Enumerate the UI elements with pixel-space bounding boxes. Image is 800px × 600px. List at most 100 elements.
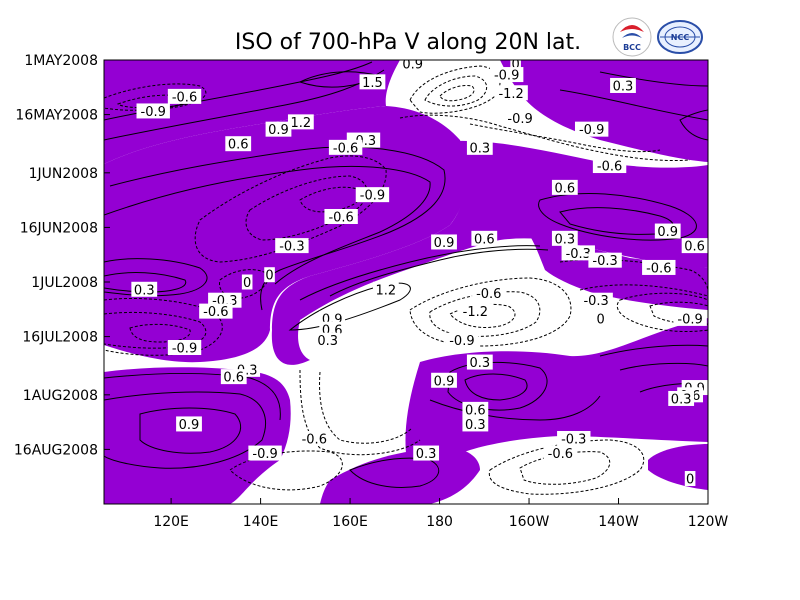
positive-region — [320, 447, 480, 504]
contour-label-bg — [592, 158, 627, 174]
contour-label-text: 0.9 — [434, 236, 455, 251]
contour-label-text: -0.3 — [583, 294, 608, 309]
contour-dashed — [104, 83, 207, 111]
contour-label: 1.5 — [359, 74, 386, 91]
contour-dashed — [616, 292, 708, 333]
contour-label: 0.9 — [176, 416, 202, 433]
contour-label: -0.9 — [673, 310, 707, 327]
contour-label-text: -0.9 — [579, 123, 604, 138]
contour-label: 0.9 — [431, 372, 457, 389]
contour-label: -0.9 — [445, 332, 479, 349]
bcc-logo: BCC — [612, 17, 652, 57]
contour-label: 0 — [684, 471, 696, 488]
contour-label-text: -0.9 — [141, 105, 166, 120]
contour-label-text: 0.3 — [671, 392, 692, 407]
contour-solid — [464, 373, 528, 401]
positive-region — [104, 106, 467, 363]
contour-label: -0.9 — [248, 445, 282, 462]
contour-label-bg — [462, 401, 489, 417]
contour-label-text: -0.9 — [252, 447, 277, 462]
contour-label-text: 0.3 — [554, 232, 575, 247]
contour-label: -0.6 — [642, 259, 676, 276]
contour-label-text: 0.3 — [469, 141, 490, 156]
contour-label: -1.2 — [494, 85, 528, 102]
contour-label-bg — [503, 110, 537, 126]
contour-label-bg — [551, 230, 578, 246]
x-axis: 120E 140E 160E 180 160W 140W 120W — [153, 498, 728, 530]
contour-solid — [104, 165, 431, 285]
contour-label: -0.3 — [275, 238, 309, 255]
contour-dashed — [469, 123, 661, 153]
contour-solid — [299, 245, 541, 301]
contour-solid — [619, 362, 708, 371]
contour-label: 1.2 — [287, 114, 314, 131]
contour-label-bg — [431, 372, 457, 388]
contour-label-text: 0.6 — [474, 232, 495, 247]
contour-label-bg — [466, 139, 493, 155]
contour-label: -0.6 — [472, 285, 506, 302]
bcc-logo-text: BCC — [623, 43, 641, 52]
contour-label: -0.6 — [297, 430, 331, 447]
x-tick-label: 160E — [332, 514, 368, 530]
contour-label: -0.6 — [199, 303, 233, 320]
contour-label: -1.2 — [458, 303, 493, 320]
contour-label: 0.9 — [399, 60, 426, 73]
y-tick-label: 1MAY2008 — [24, 53, 98, 69]
contour-label: 0.3 — [131, 281, 158, 298]
contour-label-text: 0.3 — [416, 447, 437, 462]
contour-label-text: 0.6 — [465, 403, 486, 418]
contour-label: -0.6 — [328, 139, 363, 156]
contour-dashed — [299, 186, 362, 213]
contour-label-bg — [431, 234, 457, 250]
contour-solid — [139, 407, 242, 454]
chart-title: ISO of 700-hPa V along 20N lat. — [235, 30, 581, 55]
contour-label: 0.3 — [413, 445, 440, 462]
contour-label-text: -0.9 — [507, 112, 532, 127]
contour-label-text: -0.3 — [561, 432, 586, 447]
contour-label: -0.9 — [489, 67, 524, 84]
contour-label: 0.9 — [654, 223, 681, 240]
contour-solid — [679, 109, 708, 141]
contour-label-text: -0.6 — [328, 210, 353, 225]
y-tick-label: 16MAY2008 — [15, 108, 98, 124]
contour-label-text: 0.3 — [317, 334, 338, 349]
contour-label-text: -0.9 — [449, 334, 474, 349]
y-axis: 1MAY2008 16MAY2008 1JUN2008 16JUN2008 1JUL20… — [14, 53, 110, 458]
contour-label-bg — [610, 77, 636, 93]
contour-label-text: -0.6 — [476, 287, 501, 302]
contour-label-text: 0.6 — [228, 138, 249, 153]
x-tick-label: 140W — [598, 514, 639, 530]
contour-label-bg — [324, 208, 358, 224]
contour-label-bg — [265, 121, 292, 137]
contour-label: 0.6 — [551, 179, 578, 196]
contour-label: 0.6 — [681, 238, 708, 255]
contour-label-bg — [579, 292, 613, 308]
contour-label-bg — [551, 179, 578, 195]
contour-label-bg — [472, 285, 506, 301]
contour-label-bg — [466, 354, 493, 370]
y-tick-label: 16AUG2008 — [14, 442, 98, 458]
contour-label-text: 1.5 — [362, 76, 383, 91]
x-tick-label: 180 — [426, 514, 453, 530]
contour-label-bg — [595, 310, 606, 326]
contour-label: -0.9 — [136, 103, 170, 120]
contour-solid — [599, 344, 708, 357]
contour-label-text: 0.9 — [657, 225, 678, 240]
contour-dashed — [117, 94, 189, 109]
contour-label-bg — [654, 223, 681, 239]
contour-label-bg — [131, 281, 158, 297]
contour-labels: 0.9 0-0.91.5 0.3-0.6 -1.2-0.9 -0.91.20.9 -0.9… — [131, 60, 708, 488]
contour-label: 0 — [595, 310, 606, 327]
ncc-logo: NCC — [657, 20, 703, 54]
contour-label-text: 0.6 — [684, 240, 705, 255]
x-tick-label: 140E — [243, 514, 279, 530]
contour-dashed — [488, 439, 645, 495]
contour-label-text: -0.9 — [360, 189, 385, 204]
contour-label-text: 0 — [596, 312, 604, 327]
contour-lines — [104, 61, 708, 495]
contour-label-text: 0.9 — [268, 123, 289, 138]
contour-label-text: 0.6 — [554, 181, 575, 196]
contour-label-text: -0.9 — [677, 312, 702, 327]
contour-solid — [429, 395, 601, 421]
